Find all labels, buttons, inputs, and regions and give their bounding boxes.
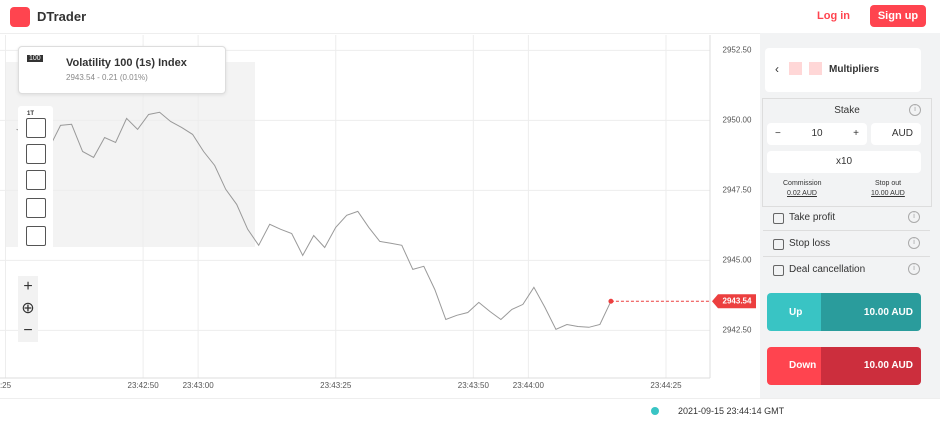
plus[interactable]: + — [853, 128, 859, 139]
market-icon: 100 — [27, 55, 43, 62]
up-label: Up — [789, 307, 803, 318]
info[interactable]: i — [909, 104, 921, 116]
x-tick-label: 23:43:25 — [320, 381, 352, 390]
market-name: Volatility 100 (1s) Index — [66, 57, 187, 69]
type-icon — [789, 62, 802, 75]
footer: 2021-09-15 23:44:14 GMT — [0, 398, 940, 424]
option[interactable]: Deal cancellation i — [763, 258, 930, 282]
trade-type-label: Multipliers — [829, 64, 880, 75]
login[interactable]: Log in — [817, 10, 850, 22]
stake-panel: Stake i − 10 + AUD x10 Commission 0.02 AUD… — [762, 98, 932, 207]
price-line — [16, 111, 612, 330]
current-price-dot — [608, 298, 614, 304]
templates[interactable] — [26, 170, 46, 190]
down-button[interactable]: Down 10.00 AUD — [767, 347, 921, 385]
up-button[interactable]: Up 10.00 AUD — [767, 293, 921, 331]
brand[interactable]: DTrader — [37, 9, 87, 24]
info[interactable]: i — [908, 237, 920, 249]
option[interactable]: Stop loss i — [763, 232, 930, 257]
down-amount: 10.00 AUD — [863, 360, 913, 371]
chevron: ‹ — [775, 62, 779, 76]
interval[interactable]: 1T — [27, 111, 35, 117]
y-tick-label: 2947.50 — [723, 186, 752, 195]
y-tick-label: 2945.00 — [723, 256, 752, 265]
x-tick-label: 23:43:00 — [183, 381, 215, 390]
type-icon — [809, 62, 822, 75]
option-label: Deal cancellation — [789, 264, 866, 275]
stake-label: Stake — [834, 105, 860, 116]
info[interactable]: i — [908, 211, 920, 223]
checkbox[interactable] — [773, 213, 784, 224]
currency[interactable]: AUD — [871, 123, 921, 145]
commission: 0.02 AUD — [787, 190, 817, 197]
down-label: Down — [789, 360, 817, 371]
x-tick-label: 23:43:50 — [458, 381, 490, 390]
market-selector[interactable]: 100 Volatility 100 (1s) Index 2943.54 - … — [18, 46, 226, 94]
info[interactable]: i — [908, 263, 920, 275]
stopout: 10.00 AUD — [871, 190, 905, 197]
chart-toolbar: 1T — [18, 106, 53, 251]
x-tick-label: :25 — [0, 381, 12, 390]
zoom-controls: + ⊕ − — [18, 276, 38, 342]
y-tick-label: 2942.50 — [723, 326, 752, 335]
y-tick-label: 2952.50 — [723, 46, 752, 55]
option-label: Take profit — [789, 212, 836, 223]
checkbox[interactable] — [773, 265, 784, 276]
indicators[interactable] — [26, 144, 46, 164]
download[interactable] — [26, 226, 46, 246]
x-tick-label: 23:44:25 — [650, 381, 682, 390]
current-price-label: 2943.54 — [723, 296, 752, 305]
x-tick-label: 23:42:50 — [128, 381, 160, 390]
zoom-in[interactable]: + — [23, 278, 33, 295]
header: DTrader Log in Sign up — [0, 0, 940, 34]
checkbox[interactable] — [773, 239, 784, 250]
multiplier[interactable]: x10 — [767, 151, 921, 173]
status-dot — [651, 407, 659, 415]
signup[interactable]: Sign up — [870, 5, 926, 27]
y-tick-label: 2950.00 — [723, 116, 752, 125]
stopout-label: Stop out — [875, 180, 902, 187]
up-amount: 10.00 AUD — [863, 307, 913, 318]
logo[interactable] — [10, 7, 30, 27]
crosshair[interactable]: ⊕ — [21, 300, 35, 317]
commission-label: Commission — [783, 180, 822, 187]
server-time: 2021-09-15 23:44:14 GMT — [678, 406, 785, 416]
current-price-tag — [712, 294, 756, 309]
stake-input[interactable]: − 10 + — [767, 123, 867, 145]
chart-type[interactable] — [26, 118, 46, 138]
stake-value: 10 — [811, 128, 823, 139]
drawing[interactable] — [26, 198, 46, 218]
option-label: Stop loss — [789, 238, 831, 249]
market-quote: 2943.54 - 0.21 (0.01%) — [66, 73, 148, 82]
x-tick-label: 23:44:00 — [513, 381, 545, 390]
option[interactable]: Take profit i — [763, 206, 930, 231]
minus[interactable]: − — [775, 128, 781, 139]
zoom-out[interactable]: − — [23, 322, 33, 339]
trade-type[interactable]: ‹ Multipliers — [765, 48, 921, 92]
